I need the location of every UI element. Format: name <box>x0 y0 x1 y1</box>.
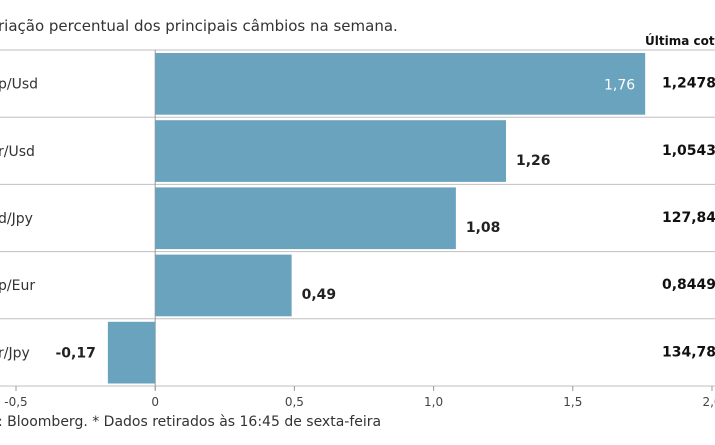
value-label: 0,49 <box>302 287 337 303</box>
x-tick-label: 2,0 <box>702 395 715 409</box>
row-label: r/Usd <box>0 144 35 160</box>
x-axis-ticks: -0,5 0 0,5 1,0 1,5 2,0 <box>4 386 715 409</box>
last-quotes: 1,2478 1,0543 127,84 0,84496 134,78 <box>662 76 715 361</box>
value-label: 1,76 <box>604 78 635 94</box>
x-tick-label: 1,5 <box>563 395 582 409</box>
bar-usd-jpy <box>155 187 456 250</box>
last-quote-column-header: Última cotaç <box>645 33 715 48</box>
x-tick-label: 0,5 <box>285 395 304 409</box>
source-note: : Bloomberg. * Dados retirados às 16:45 … <box>0 414 381 430</box>
x-tick-label: 1,0 <box>424 395 443 409</box>
chart-subtitle: riação percentual dos principais câmbios… <box>0 17 398 35</box>
bar-gbp-usd <box>155 53 646 115</box>
value-labels: 1,76 1,26 1,08 0,49 -0,17 <box>56 78 636 362</box>
bars <box>107 53 646 384</box>
row-labels: p/Usd r/Usd d/Jpy p/Eur r/Jpy <box>0 77 38 362</box>
value-label: 1,08 <box>466 220 501 236</box>
bar-eur-jpy <box>107 321 156 384</box>
bar-gbp-eur <box>155 254 292 317</box>
row-label: d/Jpy <box>0 211 33 227</box>
row-label: r/Jpy <box>0 345 30 361</box>
last-quote-value: 127,84 <box>662 210 715 226</box>
last-quote-value: 1,2478 <box>662 76 715 92</box>
x-tick-label: 0 <box>151 395 159 409</box>
row-label: p/Eur <box>0 278 35 294</box>
value-label: -0,17 <box>56 345 96 361</box>
x-tick-label: -0,5 <box>4 395 27 409</box>
last-quote-value: 134,78 <box>662 344 715 360</box>
value-label: 1,26 <box>516 153 551 169</box>
row-separators <box>0 49 715 387</box>
bar-eur-usd <box>155 120 506 182</box>
last-quote-value: 1,0543 <box>662 143 715 159</box>
last-quote-value: 0,84496 <box>662 277 715 293</box>
row-label: p/Usd <box>0 77 38 93</box>
